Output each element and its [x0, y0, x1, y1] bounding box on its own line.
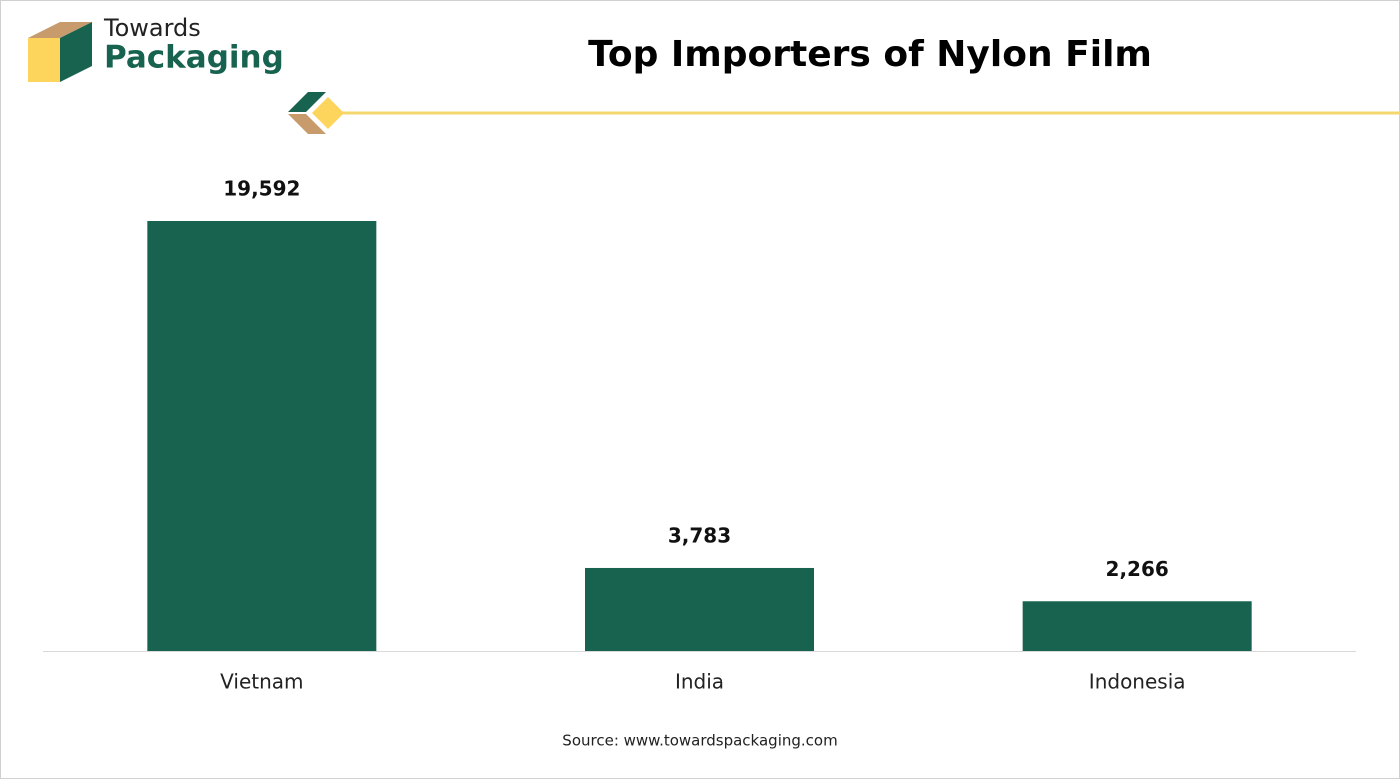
- logo: Towards Packaging: [28, 14, 284, 82]
- data-label: 3,783: [668, 523, 731, 547]
- data-label: 19,592: [223, 177, 300, 201]
- x-tick-label: India: [675, 670, 724, 694]
- logo-text: Towards: [103, 14, 201, 42]
- chart-title: Top Importers of Nylon Film: [588, 34, 1152, 75]
- decoration: [288, 92, 1400, 134]
- logo-text: Packaging: [104, 40, 284, 76]
- bar: [1022, 601, 1252, 651]
- data-label: 2,266: [1106, 557, 1169, 581]
- x-tick-label: Indonesia: [1089, 670, 1186, 694]
- bar: [585, 567, 814, 651]
- source: Source: www.towardspackaging.com: [562, 732, 837, 750]
- x-tick-label: Vietnam: [220, 670, 303, 694]
- bar: [147, 221, 377, 651]
